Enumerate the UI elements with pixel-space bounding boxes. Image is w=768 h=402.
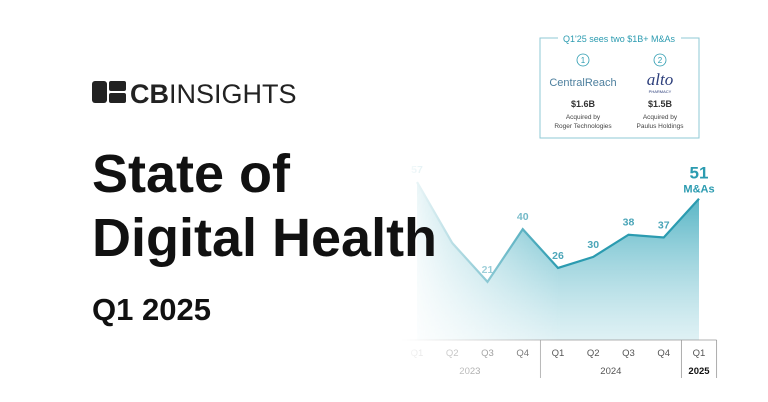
callout-title-bg (558, 33, 681, 43)
x-tick-label: Q1 (552, 348, 565, 359)
company-sub: PHARMACY (649, 89, 672, 94)
logo-text: CBINSIGHTS (130, 79, 297, 109)
x-tick-label: Q1 (693, 348, 706, 359)
title: Digital Health (92, 208, 437, 268)
chart: 57 21 40 26 30 38 37 51M&As Q1 Q2 Q3 Q4 Q1 Q2 Q3 Q4 Q1 20… (399, 164, 718, 378)
number-badge (653, 53, 667, 67)
title: State of (92, 144, 291, 204)
x-tick-label: Q3 (622, 348, 635, 359)
x-tick-label: Q3 (481, 348, 494, 359)
value-label: 40 (517, 211, 529, 223)
logo: CBINSIGHTS (92, 79, 297, 109)
logo-icon (109, 93, 126, 103)
logo-bold: CB (130, 79, 169, 109)
x-tick-label: Q4 (657, 348, 670, 359)
value-label: 26 (552, 250, 564, 262)
callout: Q1'25 sees two $1B+ M&As 1 CentralReach … (539, 33, 700, 139)
value-label: 38 (623, 217, 635, 229)
acquirer: Paulus Holdings (637, 123, 685, 130)
number: 1 (581, 56, 586, 65)
value-label: 51 (690, 164, 709, 183)
x-tick-label: Q2 (587, 348, 600, 359)
number: 2 (658, 56, 663, 65)
logo-icon (92, 81, 107, 103)
callout-title: Q1'25 sees two $1B+ M&As (563, 34, 676, 44)
x-group-label: 2023 (459, 366, 480, 377)
x-tick-label: Q4 (516, 348, 529, 359)
company: alto (647, 70, 673, 89)
number-badge (576, 53, 590, 67)
amount: $1.5B (648, 99, 673, 109)
annotation: M&As (683, 184, 714, 196)
note: Acquired by (566, 114, 601, 121)
logo-light: INSIGHTS (169, 79, 297, 109)
callout-box (539, 37, 700, 139)
subtitle: Q1 2025 (92, 292, 211, 327)
value-label: 37 (658, 220, 670, 232)
acquirer: Roger Technologies (554, 123, 612, 130)
x-tick-label: Q1 (411, 348, 424, 359)
value-label: 30 (587, 239, 599, 251)
logo-icon (109, 81, 126, 91)
area (417, 182, 699, 340)
x-group-label: 2024 (600, 366, 621, 377)
amount: $1.6B (571, 99, 596, 109)
line (416, 181, 700, 284)
note: Acquired by (643, 114, 678, 121)
value-label: 57 (411, 164, 423, 176)
x-group-label: 2025 (688, 366, 710, 377)
x-tick-label: Q2 (446, 348, 459, 359)
company: CentralReach (549, 77, 616, 89)
value-label: 21 (482, 264, 494, 276)
